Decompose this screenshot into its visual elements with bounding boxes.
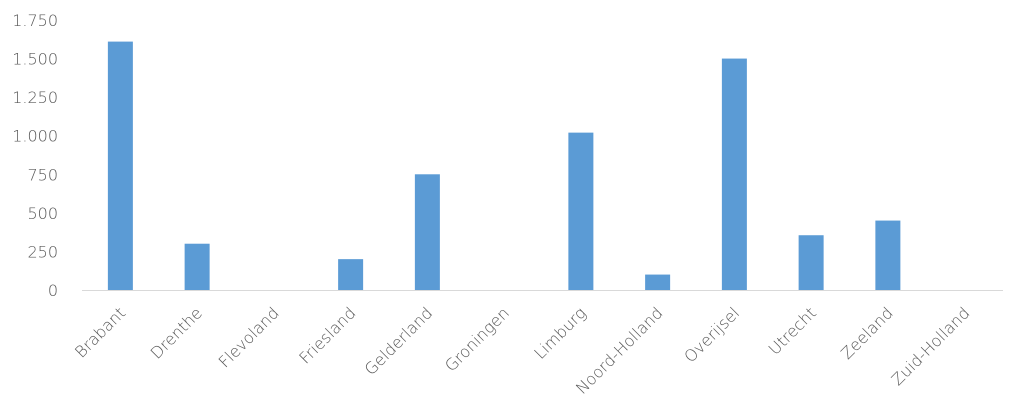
bar-noord-holland: [645, 274, 671, 290]
bars: [107, 41, 901, 291]
y-tick-label: 1.000: [12, 127, 58, 146]
x-tick-label: Zeeland: [837, 303, 897, 363]
x-tick-label: Utrecht: [765, 303, 820, 358]
x-tick-label: Brabant: [71, 303, 129, 361]
x-tick-label: Gelderland: [361, 303, 437, 379]
bar-limburg: [568, 132, 594, 290]
x-tick-label: Overijsel: [680, 303, 743, 366]
bar-zeeland: [875, 220, 901, 290]
y-axis-ticks: 0 250 500 750 1.000 1.250 1.500 1.750: [12, 11, 58, 300]
y-tick-label: 250: [27, 242, 58, 261]
y-tick-label: 1.500: [12, 50, 58, 69]
y-tick-label: 500: [27, 204, 58, 223]
x-tick-label: Drenthe: [147, 303, 206, 362]
x-axis-labels: Brabant Drenthe Flevoland Friesland Gelderla…: [71, 303, 973, 397]
x-tick-label: Friesland: [295, 303, 359, 367]
bar-friesland: [338, 259, 364, 290]
x-tick-label: Limburg: [530, 303, 589, 362]
y-tick-label: 1.750: [12, 11, 58, 30]
x-tick-label: Zuid-Holland: [888, 303, 974, 389]
bar-gelderland: [414, 174, 440, 290]
bar-utrecht: [798, 235, 824, 290]
bar-drenthe: [184, 243, 210, 290]
bar-overijsel: [721, 58, 747, 291]
y-tick-label: 0: [48, 281, 58, 300]
y-tick-label: 1.250: [12, 88, 58, 107]
y-tick-label: 750: [27, 165, 58, 184]
x-tick-label: Groningen: [441, 303, 513, 375]
bar-brabant: [107, 41, 133, 290]
x-tick-label: Flevoland: [215, 303, 283, 371]
